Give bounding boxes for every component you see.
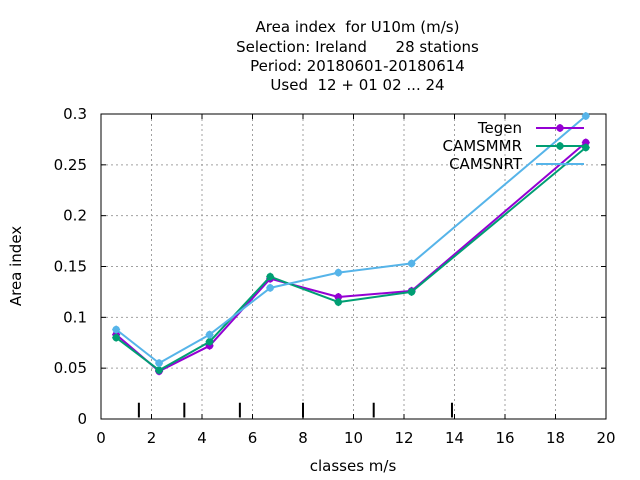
- y-tick-label: 0.1: [63, 308, 87, 326]
- data-point-cross: [205, 330, 214, 339]
- axis-ticks: 0 2 4 6 8 10 12 14 16 18 20 0 0.05 0.1 0.15 0.2 0.25 0.3: [54, 105, 616, 447]
- data-point-cross: [112, 333, 121, 342]
- x-tick-label: 14: [445, 429, 464, 447]
- legend-label: Tegen: [477, 119, 522, 137]
- class-boundary-marks: [137, 402, 453, 418]
- x-tick-label: 4: [197, 429, 207, 447]
- data-point-cross: [155, 359, 164, 368]
- series-line: [115, 146, 587, 372]
- chart-title-line-2: Selection: Ireland 28 stations: [236, 38, 479, 56]
- x-tick-label: 20: [596, 429, 615, 447]
- y-tick-label: 0.05: [54, 359, 87, 377]
- x-tick-label: 16: [495, 429, 514, 447]
- chart-title-line-1: Area index for U10m (m/s): [255, 18, 460, 36]
- data-point-cross: [407, 259, 416, 268]
- y-axis-title: Area index: [7, 226, 25, 306]
- legend-label: CAMSNRT: [449, 155, 523, 173]
- x-tick-label: 6: [248, 429, 258, 447]
- x-tick-label: 8: [298, 429, 308, 447]
- data-point-cross: [556, 142, 564, 150]
- data-point-cross: [581, 112, 590, 121]
- y-tick-label: 0.15: [54, 258, 87, 276]
- y-tick-label: 0.2: [63, 207, 87, 225]
- y-tick-label: 0.25: [54, 156, 87, 174]
- data-point-cross: [266, 272, 275, 281]
- data-point-cross: [556, 124, 564, 132]
- legend-label: CAMSMMR: [442, 137, 522, 155]
- data-point-cross: [407, 287, 416, 296]
- data-point-cross: [112, 325, 121, 334]
- x-tick-label: 2: [147, 429, 157, 447]
- series-camsmmr: [112, 143, 590, 375]
- data-point-cross: [266, 283, 275, 292]
- data-point-cross: [205, 337, 214, 346]
- x-tick-label: 12: [394, 429, 413, 447]
- y-tick-label: 0: [77, 410, 87, 428]
- data-point-cross: [581, 143, 590, 152]
- y-tick-label: 0.3: [63, 105, 87, 123]
- data-point-cross: [334, 298, 343, 307]
- data-point-cross: [155, 366, 164, 375]
- series-group: [112, 112, 590, 376]
- chart-title-line-3: Period: 20180601-20180614: [250, 57, 465, 75]
- series-camsnrt: [112, 112, 590, 368]
- x-tick-label: 0: [96, 429, 106, 447]
- data-point-cross: [334, 268, 343, 277]
- legend-entry-camsmmr: CAMSMMR: [442, 137, 584, 155]
- x-tick-label: 18: [546, 429, 565, 447]
- legend-entry-camsnrt: CAMSNRT: [449, 155, 584, 173]
- grid: [101, 114, 606, 419]
- legend-entry-tegen: Tegen: [477, 119, 584, 137]
- chart-title-line-4: Used 12 + 01 02 ... 24: [270, 76, 445, 94]
- x-axis-title: classes m/s: [310, 457, 397, 475]
- x-tick-label: 10: [344, 429, 363, 447]
